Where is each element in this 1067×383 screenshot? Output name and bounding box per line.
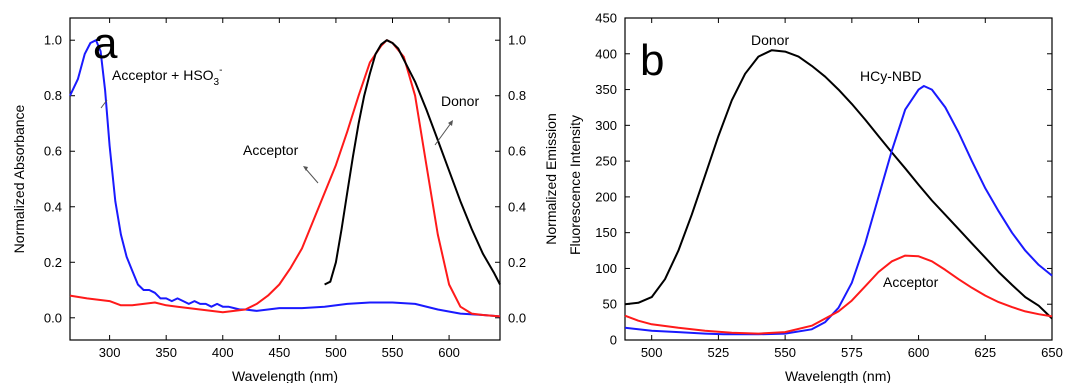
axis-ticks-b: 500 525 550 575 600 625 650 0 50 100 150 200 250 300 3… xyxy=(595,11,1063,361)
y-tick-label-b-250: 250 xyxy=(595,154,617,169)
x-axis-label-b: Wavelength (nm) xyxy=(785,368,891,383)
panel-letter-a: a xyxy=(93,19,118,68)
x-tick-label-b-650: 650 xyxy=(1041,345,1063,360)
y-tick-label-b-450: 450 xyxy=(595,11,617,26)
y2-axis-label-a: Normalized Emission xyxy=(543,113,559,244)
y-tick-label-a-0.6: 0.6 xyxy=(44,144,62,159)
x-tick-label-b-625: 625 xyxy=(974,345,996,360)
y2-tick-label-a-0: 0.0 xyxy=(508,310,526,325)
series-line-a-acceptor xyxy=(69,39,501,318)
annotation-donor-b: Donor xyxy=(751,32,789,48)
annotation-acceptor-hso3-superscript: - xyxy=(219,65,222,76)
y-tick-label-b-350: 350 xyxy=(595,82,617,97)
y-tick-label-b-100: 100 xyxy=(595,261,617,276)
annotation-arrowhead-acceptor-a xyxy=(303,166,308,171)
x-tick-label-a-400: 400 xyxy=(212,345,234,360)
x-tick-label-b-575: 575 xyxy=(841,345,863,360)
series-line-a-donor xyxy=(324,39,501,286)
annotation-acceptor-hso3-subscript: 3 xyxy=(214,77,220,88)
y-tick-label-b-50: 50 xyxy=(603,297,617,312)
x-tick-label-b-550: 550 xyxy=(774,345,796,360)
y2-tick-label-a-1: 1.0 xyxy=(508,33,526,48)
y-axis-label-a: Normalized Absorbance xyxy=(11,104,27,253)
series-line-b-hcy-nbd xyxy=(624,85,1053,336)
panel-letter-b: b xyxy=(640,36,664,85)
y2-tick-label-a-0.6: 0.6 xyxy=(508,144,526,159)
annotation-arrow-donor-a xyxy=(434,122,452,146)
annotation-acceptor-hso3-main: Acceptor + HSO xyxy=(112,67,214,83)
y2-tick-label-a-0.4: 0.4 xyxy=(508,199,526,214)
x-tick-label-a-550: 550 xyxy=(382,345,404,360)
x-tick-label-a-450: 450 xyxy=(268,345,290,360)
series-line-b-donor xyxy=(624,49,1053,320)
annotation-hcy-nbd-b: HCy-NBD xyxy=(860,68,921,84)
annotation-arrow-acceptor-hso3 xyxy=(100,99,108,109)
chart-panel-b: 500 525 550 575 600 625 650 0 50 100 150 200 250 300 3… xyxy=(567,11,1063,383)
x-tick-label-a-300: 300 xyxy=(99,345,121,360)
annotation-arrow-acceptor-a xyxy=(304,167,319,184)
x-tick-label-b-525: 525 xyxy=(708,345,730,360)
y-tick-label-b-400: 400 xyxy=(595,46,617,61)
x-tick-label-a-500: 500 xyxy=(325,345,347,360)
x-axis-label-a: Wavelength (nm) xyxy=(232,368,338,383)
series-lines-a xyxy=(69,39,501,318)
annotation-arrowhead-donor-a xyxy=(448,120,453,126)
annotation-acceptor-b: Acceptor xyxy=(883,274,939,290)
series-line-b-acceptor xyxy=(624,254,1053,335)
plot-frame-a xyxy=(69,17,501,341)
annotation-acceptor-hso3: Acceptor + HSO3- xyxy=(112,65,222,88)
y-tick-label-a-0.8: 0.8 xyxy=(44,88,62,103)
y-tick-label-a-0: 0.0 xyxy=(44,310,62,325)
y-tick-label-b-0: 0 xyxy=(610,333,617,348)
y-tick-label-a-0.2: 0.2 xyxy=(44,255,62,270)
x-tick-label-a-350: 350 xyxy=(155,345,177,360)
y2-tick-label-a-0.2: 0.2 xyxy=(508,255,526,270)
y2-tick-label-a-0.8: 0.8 xyxy=(508,88,526,103)
y-axis-label-b: Fluorescence Intensity xyxy=(567,115,583,255)
series-line-a-acceptor-hso3 xyxy=(69,39,501,318)
x-tick-label-b-600: 600 xyxy=(908,345,930,360)
chart-panel-a: 300 350 400 450 500 550 600 0.0 0.2 0.4 0.6 0.8 1.0 0… xyxy=(11,17,559,383)
y-tick-label-a-0.4: 0.4 xyxy=(44,199,62,214)
y-tick-label-b-200: 200 xyxy=(595,189,617,204)
x-tick-label-b-500: 500 xyxy=(641,345,663,360)
axis-ticks-a: 300 350 400 450 500 550 600 0.0 0.2 0.4 0.6 0.8 1.0 0… xyxy=(44,18,526,360)
y-tick-label-b-150: 150 xyxy=(595,225,617,240)
y-tick-label-b-300: 300 xyxy=(595,118,617,133)
annotation-acceptor-a: Acceptor xyxy=(243,142,299,158)
x-tick-label-a-600: 600 xyxy=(438,345,460,360)
plot-frame-b xyxy=(624,17,1053,341)
annotation-donor-a: Donor xyxy=(441,93,479,109)
y-tick-label-a-1: 1.0 xyxy=(44,33,62,48)
series-lines-b xyxy=(624,49,1053,336)
